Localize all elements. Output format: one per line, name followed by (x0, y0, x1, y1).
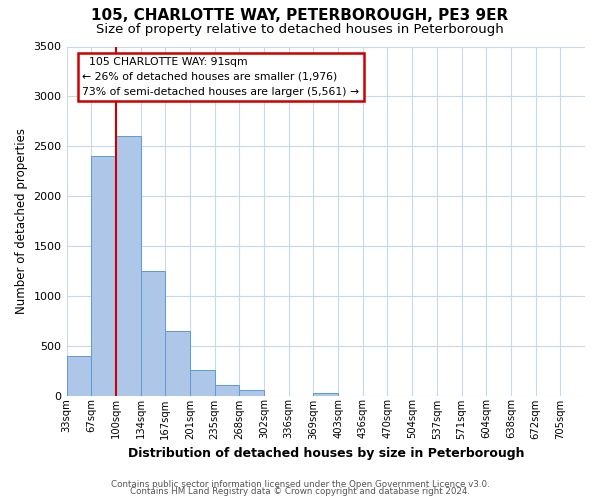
Text: Contains public sector information licensed under the Open Government Licence v3: Contains public sector information licen… (110, 480, 490, 489)
Bar (190, 370, 215, 396)
Text: 105, CHARLOTTE WAY, PETERBOROUGH, PE3 9ER: 105, CHARLOTTE WAY, PETERBOROUGH, PE3 9E… (91, 8, 509, 22)
Bar (313, 392, 338, 396)
Bar (165, 330, 190, 396)
Text: 105 CHARLOTTE WAY: 91sqm
← 26% of detached houses are smaller (1,976)
73% of sem: 105 CHARLOTTE WAY: 91sqm ← 26% of detach… (82, 57, 359, 96)
Bar (67, 356, 91, 396)
Bar (140, 271, 165, 396)
Text: Size of property relative to detached houses in Peterborough: Size of property relative to detached ho… (96, 22, 504, 36)
Bar (239, 390, 264, 396)
Bar (215, 384, 239, 396)
Bar (116, 136, 140, 396)
Bar (91, 156, 116, 396)
Y-axis label: Number of detached properties: Number of detached properties (15, 128, 28, 314)
Text: Contains HM Land Registry data © Crown copyright and database right 2024.: Contains HM Land Registry data © Crown c… (130, 487, 470, 496)
X-axis label: Distribution of detached houses by size in Peterborough: Distribution of detached houses by size … (128, 447, 524, 460)
